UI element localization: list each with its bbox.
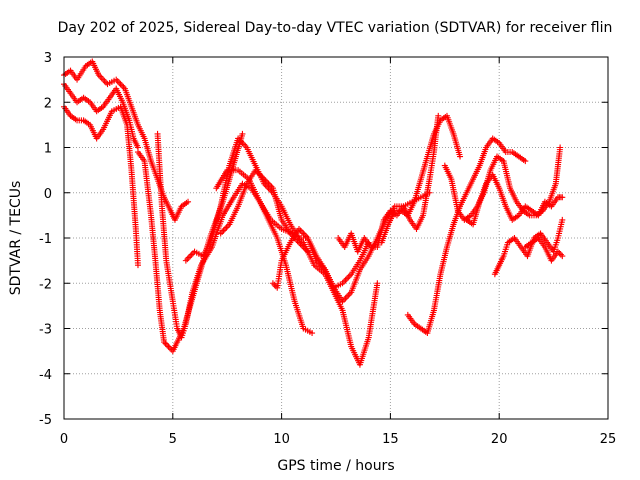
data-point-interp: [223, 224, 230, 231]
series-sat-track-14: [463, 171, 566, 228]
data-point: [559, 194, 566, 201]
y-tick-label: -3: [39, 323, 52, 338]
data-point: [435, 112, 442, 119]
y-tick-label: -5: [39, 413, 52, 428]
y-tick-label: -2: [39, 277, 52, 292]
data-point-interp: [557, 251, 564, 258]
y-tick-label: 1: [44, 142, 52, 157]
data-point-interp: [301, 231, 308, 238]
data-point-interp: [100, 76, 107, 83]
data-point: [522, 158, 529, 165]
y-tick-label: 2: [44, 96, 52, 111]
data-point: [457, 153, 464, 160]
x-tick-label: 25: [600, 432, 617, 447]
series-sat-track-3: [61, 103, 141, 269]
y-tick-label: 0: [44, 187, 52, 202]
data-point: [217, 230, 224, 237]
data-point: [374, 280, 381, 287]
data-point-interp: [163, 342, 170, 349]
x-tick-label: 10: [273, 432, 290, 447]
data-point-interp: [342, 295, 349, 302]
data-point: [559, 216, 566, 223]
series-sat-track-10: [335, 112, 442, 255]
data-point-interp: [166, 345, 173, 352]
y-tick-label: 3: [44, 51, 52, 66]
data-point: [557, 144, 564, 151]
x-axis-label: GPS time / hours: [277, 458, 394, 474]
y-axis-label: SDTVAR / TECUs: [8, 181, 24, 296]
series-sat-track-8: [213, 167, 381, 368]
data-point-interp: [187, 253, 194, 260]
data-point-interp: [345, 274, 352, 281]
data-point: [239, 130, 246, 137]
y-tick-label: -4: [39, 368, 52, 383]
data-point: [185, 198, 192, 205]
chart-title: Day 202 of 2025, Sidereal Day-to-day VTE…: [58, 20, 613, 36]
data-marks: [61, 58, 566, 368]
series-sat-track-2: [61, 81, 141, 151]
data-point-interp: [184, 256, 191, 263]
data-point-interp: [265, 180, 272, 187]
data-point-interp: [343, 275, 350, 282]
data-point: [134, 262, 141, 269]
x-tick-label: 5: [169, 432, 177, 447]
data-point: [165, 343, 172, 350]
x-tick-label: 15: [382, 432, 399, 447]
data-point-interp: [271, 281, 278, 288]
data-point-interp: [342, 277, 349, 284]
series-sat-track-11: [378, 112, 464, 246]
data-point-interp: [98, 75, 105, 82]
data-point-interp: [343, 293, 350, 300]
data-point: [182, 257, 189, 264]
data-point-interp: [114, 78, 121, 85]
data-point: [559, 253, 566, 260]
series-sat-track-9: [269, 189, 433, 305]
data-point-interp: [298, 228, 305, 235]
data-point: [309, 330, 316, 337]
data-point-interp: [117, 81, 124, 88]
data-point-interp: [119, 82, 126, 89]
data-point-interp: [266, 182, 273, 189]
data-point-interp: [346, 272, 353, 279]
data-point-interp: [345, 292, 352, 299]
x-tick-label: 20: [491, 432, 508, 447]
data-point-interp: [185, 254, 192, 261]
axis-ticks: 0 5 10 15 20 25 -5 -4 -3 -2 -1 0 1 2 3: [39, 51, 616, 447]
data-point-interp: [222, 225, 229, 232]
y-tick-label: -1: [39, 232, 52, 247]
series-sat-track-1: [61, 58, 192, 223]
series-sat-track-16: [522, 235, 566, 264]
series-sat-track-12: [404, 135, 529, 337]
x-tick-label: 0: [60, 432, 68, 447]
